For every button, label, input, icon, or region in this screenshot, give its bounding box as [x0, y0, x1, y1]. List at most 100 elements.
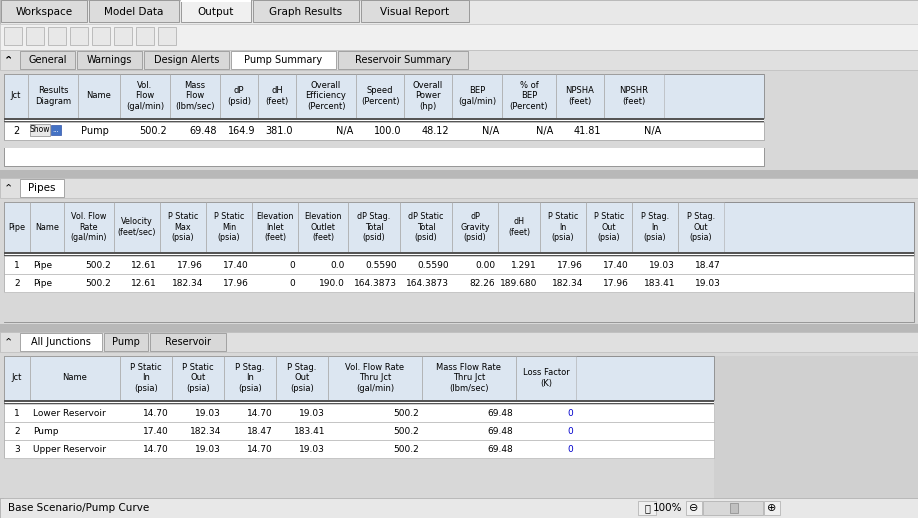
Bar: [276, 356, 328, 400]
Text: P Static
Max
(psia): P Static Max (psia): [168, 212, 198, 242]
Bar: [4, 274, 914, 292]
Bar: [144, 51, 229, 69]
Text: 69.48: 69.48: [189, 126, 217, 136]
Text: 19.03: 19.03: [196, 409, 221, 418]
Bar: [4, 202, 30, 252]
Bar: [258, 74, 296, 118]
Text: 0.5590: 0.5590: [365, 261, 397, 269]
Bar: [516, 356, 576, 400]
Bar: [400, 202, 452, 252]
Bar: [0, 170, 918, 178]
Bar: [0, 332, 918, 352]
Bar: [51, 125, 61, 135]
Bar: [231, 51, 336, 69]
Bar: [30, 356, 120, 400]
Text: 48.12: 48.12: [421, 126, 449, 136]
Text: 500.2: 500.2: [393, 426, 419, 436]
Text: 1.291: 1.291: [511, 261, 537, 269]
Text: 12.61: 12.61: [131, 279, 157, 287]
Text: Overall
Power
(hp): Overall Power (hp): [413, 81, 443, 111]
Bar: [150, 333, 226, 351]
Text: Jct: Jct: [11, 92, 21, 100]
Text: 1: 1: [14, 409, 20, 418]
Text: 0.0: 0.0: [330, 261, 345, 269]
Text: Vol. Flow
Rate
(gal/min): Vol. Flow Rate (gal/min): [71, 212, 107, 242]
Bar: [764, 501, 780, 515]
Text: 0.5590: 0.5590: [418, 261, 449, 269]
Bar: [703, 501, 763, 515]
Bar: [26, 27, 44, 45]
Bar: [0, 50, 918, 70]
Text: 69.48: 69.48: [487, 426, 513, 436]
Text: 18.47: 18.47: [695, 261, 721, 269]
Text: 1: 1: [14, 261, 20, 269]
Bar: [4, 422, 714, 440]
Text: Velocity
(feet/sec): Velocity (feet/sec): [118, 217, 156, 237]
Bar: [252, 202, 298, 252]
Text: 69.48: 69.48: [487, 444, 513, 453]
Bar: [77, 51, 142, 69]
Bar: [0, 0, 918, 24]
Text: Pump: Pump: [33, 426, 59, 436]
Text: 2: 2: [14, 426, 20, 436]
Text: P Static
Min
(psia): P Static Min (psia): [214, 212, 244, 242]
Text: P Static
In
(psia): P Static In (psia): [548, 212, 578, 242]
Text: 0: 0: [567, 444, 573, 453]
Bar: [4, 292, 914, 322]
Bar: [78, 74, 120, 118]
Text: 183.41: 183.41: [644, 279, 675, 287]
Text: 0.00: 0.00: [475, 261, 495, 269]
Text: 182.34: 182.34: [552, 279, 583, 287]
Text: 14.70: 14.70: [143, 444, 169, 453]
Text: 17.96: 17.96: [557, 261, 583, 269]
Text: Pipe: Pipe: [8, 223, 26, 232]
Text: Pipe: Pipe: [33, 279, 52, 287]
Bar: [730, 503, 738, 513]
Text: 182.34: 182.34: [190, 426, 221, 436]
Text: Workspace: Workspace: [16, 7, 73, 17]
Bar: [70, 27, 88, 45]
Text: 2: 2: [14, 279, 20, 287]
Bar: [4, 74, 28, 118]
Bar: [540, 202, 586, 252]
Text: 14.70: 14.70: [247, 409, 273, 418]
Text: Speed
(Percent): Speed (Percent): [361, 87, 399, 106]
Text: 500.2: 500.2: [85, 261, 111, 269]
Bar: [452, 74, 502, 118]
Bar: [4, 255, 914, 256]
Text: 19.03: 19.03: [299, 444, 325, 453]
Text: 500.2: 500.2: [393, 444, 419, 453]
Text: Design Alerts: Design Alerts: [154, 55, 219, 65]
Text: Reservoir Summary: Reservoir Summary: [355, 55, 451, 65]
Bar: [136, 27, 154, 45]
Text: 164.3873: 164.3873: [406, 279, 449, 287]
Text: 41.81: 41.81: [574, 126, 601, 136]
Text: 12.61: 12.61: [131, 261, 157, 269]
Text: Elevation
Outlet
(feet): Elevation Outlet (feet): [304, 212, 341, 242]
Text: dP
(psid): dP (psid): [227, 87, 251, 106]
Bar: [20, 333, 102, 351]
Bar: [4, 440, 714, 458]
Text: Vol. Flow Rate
Thru Jct
(gal/min): Vol. Flow Rate Thru Jct (gal/min): [345, 363, 405, 393]
Bar: [4, 74, 764, 118]
Text: ...: ...: [52, 127, 60, 133]
Bar: [678, 202, 724, 252]
Bar: [502, 74, 556, 118]
Bar: [686, 501, 702, 515]
Text: 17.40: 17.40: [143, 426, 169, 436]
Bar: [0, 70, 918, 170]
Text: 164.3873: 164.3873: [354, 279, 397, 287]
Text: 2: 2: [13, 126, 19, 136]
Text: 100%: 100%: [654, 503, 683, 513]
Text: dP Stag.
Total
(psid): dP Stag. Total (psid): [357, 212, 391, 242]
Bar: [404, 74, 452, 118]
Bar: [224, 356, 276, 400]
Text: NPSHR
(feet): NPSHR (feet): [620, 87, 648, 106]
Text: 🔍: 🔍: [644, 503, 650, 513]
Text: dP Static
Total
(psid): dP Static Total (psid): [409, 212, 443, 242]
Text: ⌃: ⌃: [4, 55, 13, 65]
Text: 17.96: 17.96: [177, 261, 203, 269]
Bar: [64, 202, 114, 252]
Text: All Junctions: All Junctions: [31, 337, 91, 347]
Text: Mass
Flow
(lbm/sec): Mass Flow (lbm/sec): [175, 81, 215, 111]
